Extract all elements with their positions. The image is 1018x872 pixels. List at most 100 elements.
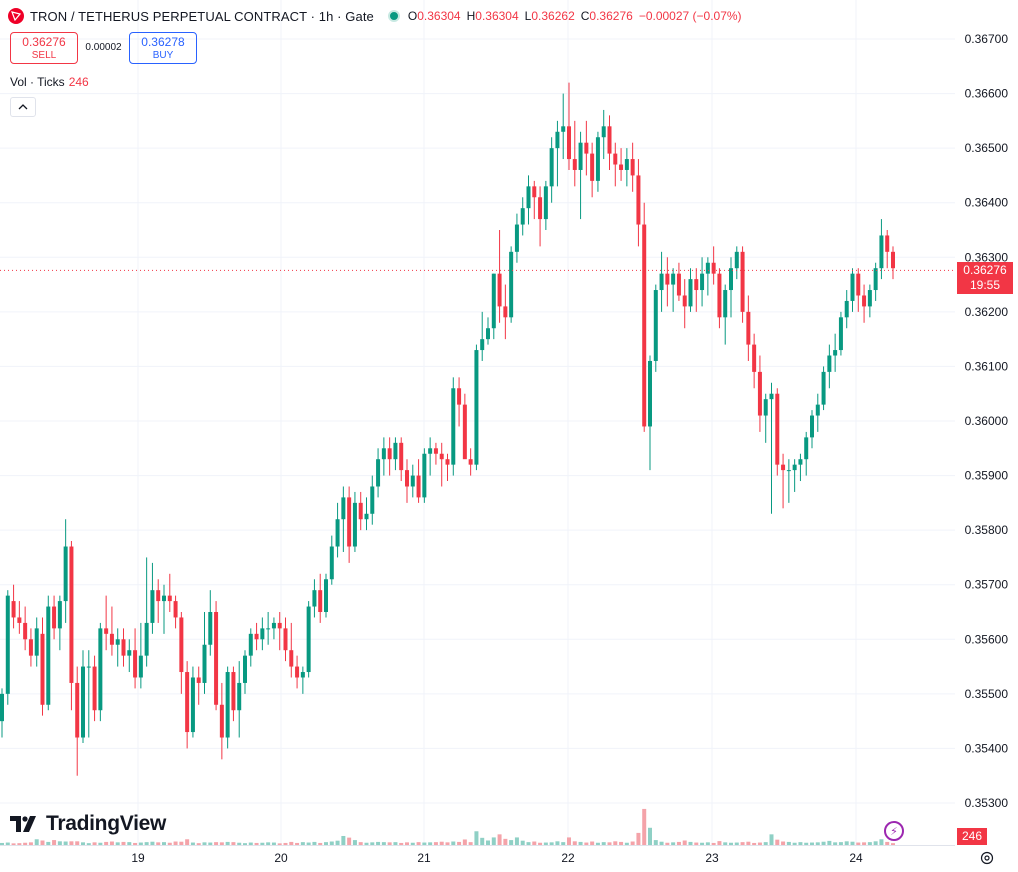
volume-bar bbox=[815, 842, 820, 845]
candle-body bbox=[457, 388, 462, 405]
candle-body bbox=[671, 273, 676, 285]
volume-bar bbox=[133, 842, 138, 845]
candle-body bbox=[324, 579, 328, 612]
volume-bar bbox=[86, 843, 91, 845]
volume-bar bbox=[433, 842, 438, 845]
volume-bar bbox=[63, 841, 68, 845]
volume-bar bbox=[57, 841, 62, 845]
volume-bar bbox=[491, 837, 496, 845]
volume-bar bbox=[856, 842, 861, 845]
volume-bar bbox=[804, 842, 809, 845]
gear-icon[interactable] bbox=[979, 850, 995, 866]
candle-body bbox=[879, 235, 884, 269]
candle-body bbox=[98, 628, 103, 711]
buy-button[interactable]: 0.36278 BUY bbox=[129, 32, 197, 64]
volume-bar bbox=[17, 843, 22, 845]
ohlc-change: −0.00027 (−0.07%) bbox=[638, 9, 742, 23]
volume-bar bbox=[769, 834, 774, 845]
sell-button[interactable]: 0.36276 SELL bbox=[10, 32, 78, 64]
candle-body bbox=[723, 290, 728, 318]
candle-body bbox=[271, 622, 276, 629]
volume-bar bbox=[52, 840, 57, 845]
volume-bar bbox=[46, 841, 51, 845]
candle-body bbox=[300, 672, 305, 678]
candle-body bbox=[752, 344, 757, 372]
candle-body bbox=[619, 164, 624, 170]
candle-body bbox=[821, 371, 826, 405]
collapse-legend-button[interactable] bbox=[10, 97, 36, 117]
volume-legend[interactable]: Vol · Ticks 246 bbox=[10, 75, 89, 89]
volume-bar bbox=[474, 831, 479, 845]
candle-body bbox=[329, 546, 334, 580]
volume-bar bbox=[676, 841, 681, 845]
volume-bar bbox=[786, 841, 791, 845]
sell-price: 0.36276 bbox=[22, 35, 66, 49]
time-axis[interactable]: 19 20 21 22 23 24 bbox=[0, 845, 955, 866]
volume-bar bbox=[69, 841, 74, 845]
candle-body bbox=[312, 590, 317, 607]
candle-body bbox=[28, 639, 33, 656]
chart-header: TRON / TETHERUS PERPETUAL CONTRACT · 1h … bbox=[8, 6, 748, 26]
candle-body bbox=[682, 295, 687, 307]
y-tick-label: 0.36700 bbox=[965, 32, 1009, 46]
volume-bar bbox=[312, 841, 317, 845]
candle-body bbox=[225, 672, 230, 738]
candle-body bbox=[248, 633, 253, 656]
tradingview-logo-icon bbox=[10, 816, 36, 832]
volume-bar bbox=[636, 832, 641, 845]
candle-body bbox=[422, 453, 427, 498]
candle-body bbox=[381, 448, 386, 460]
candle-body bbox=[891, 251, 895, 269]
candle-body bbox=[405, 470, 409, 487]
volume-bar bbox=[752, 842, 757, 845]
symbol-title[interactable]: TRON / TETHERUS PERPETUAL CONTRACT · 1h … bbox=[30, 8, 374, 24]
volume-bar bbox=[520, 840, 525, 845]
candle-body bbox=[167, 595, 172, 602]
candle-body bbox=[23, 622, 28, 640]
flash-icon[interactable]: ⚡ bbox=[884, 821, 904, 841]
volume-bar bbox=[561, 842, 566, 845]
candles bbox=[0, 82, 895, 776]
candle-body bbox=[601, 126, 606, 138]
volume-bar bbox=[190, 842, 195, 845]
candle-body bbox=[538, 197, 543, 220]
candle-body bbox=[474, 350, 479, 465]
candle-body bbox=[630, 159, 635, 176]
candle-body bbox=[335, 519, 340, 547]
ohlc-open: O0.36304 bbox=[407, 9, 461, 23]
candle-body bbox=[347, 497, 352, 547]
candle-body bbox=[243, 655, 247, 683]
x-tick-label: 23 bbox=[705, 851, 719, 865]
candle-body bbox=[526, 186, 531, 209]
volume-bar bbox=[781, 841, 786, 845]
volume-bar bbox=[254, 842, 259, 845]
candle-body bbox=[572, 159, 577, 170]
volume-legend-value: 246 bbox=[68, 75, 89, 89]
candle-body bbox=[179, 617, 184, 673]
price-axis[interactable]: 0.367000.366000.365000.364000.363000.362… bbox=[965, 32, 1009, 810]
volume-bar bbox=[381, 842, 386, 845]
volume-bar bbox=[271, 842, 276, 845]
candle-body bbox=[202, 644, 207, 683]
volume-bar bbox=[156, 842, 161, 845]
candle-body bbox=[578, 142, 583, 170]
candle-body bbox=[109, 633, 114, 645]
tradingview-logo[interactable]: TradingView bbox=[10, 810, 166, 838]
candle-body bbox=[491, 273, 496, 329]
candle-body bbox=[86, 666, 91, 668]
volume-bar bbox=[567, 837, 571, 845]
volume-bar bbox=[555, 841, 560, 845]
volume-bar bbox=[595, 842, 600, 845]
candle-body bbox=[295, 666, 300, 678]
candle-body bbox=[69, 546, 74, 683]
candle-body bbox=[862, 295, 867, 307]
y-tick-label: 0.35400 bbox=[965, 741, 1009, 755]
candle-body bbox=[549, 148, 554, 187]
candle-body bbox=[642, 224, 647, 427]
volume-bar bbox=[827, 840, 832, 845]
candle-body bbox=[289, 650, 294, 667]
candle-body bbox=[462, 404, 467, 460]
volume-bar bbox=[416, 842, 421, 845]
volume-bar bbox=[283, 842, 288, 845]
